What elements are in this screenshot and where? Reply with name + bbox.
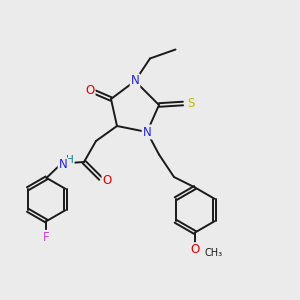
Text: H: H [66,155,74,165]
Text: O: O [190,243,200,256]
Text: N: N [58,158,68,172]
Text: O: O [103,173,112,187]
Text: CH₃: CH₃ [205,248,223,259]
Text: F: F [43,231,50,244]
Text: N: N [130,74,140,88]
Text: O: O [85,83,94,97]
Text: S: S [187,97,194,110]
Text: N: N [142,125,152,139]
